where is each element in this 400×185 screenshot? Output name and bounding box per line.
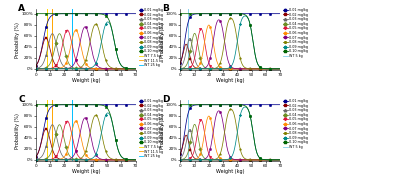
X-axis label: Weight (kg): Weight (kg)	[216, 169, 244, 174]
Text: B: B	[162, 4, 169, 13]
Legend: 0.01 mg/kg, 0.02 mg/kg, 0.03 mg/kg, 0.04 mg/kg, 0.05 mg/kg, 0.06 mg/kg, 0.07 mg/: 0.01 mg/kg, 0.02 mg/kg, 0.03 mg/kg, 0.04…	[138, 99, 163, 158]
Legend: 0.01 mg/kg, 0.02 mg/kg, 0.03 mg/kg, 0.04 mg/kg, 0.05 mg/kg, 0.06 mg/kg, 0.07 mg/: 0.01 mg/kg, 0.02 mg/kg, 0.03 mg/kg, 0.04…	[283, 8, 308, 58]
Text: D: D	[162, 95, 170, 104]
Legend: 0.01 mg/kg, 0.02 mg/kg, 0.03 mg/kg, 0.04 mg/kg, 0.05 mg/kg, 0.06 mg/kg, 0.07 mg/: 0.01 mg/kg, 0.02 mg/kg, 0.03 mg/kg, 0.04…	[138, 8, 163, 67]
Y-axis label: Probability (%): Probability (%)	[15, 22, 20, 58]
Y-axis label: Probability (%): Probability (%)	[160, 113, 165, 149]
X-axis label: Weight (kg): Weight (kg)	[72, 78, 100, 83]
X-axis label: Weight (kg): Weight (kg)	[216, 78, 244, 83]
X-axis label: Weight (kg): Weight (kg)	[72, 169, 100, 174]
Legend: 0.01 mg/kg, 0.02 mg/kg, 0.03 mg/kg, 0.04 mg/kg, 0.05 mg/kg, 0.06 mg/kg, 0.07 mg/: 0.01 mg/kg, 0.02 mg/kg, 0.03 mg/kg, 0.04…	[283, 99, 308, 149]
Text: A: A	[18, 4, 25, 13]
Y-axis label: Probability (%): Probability (%)	[160, 22, 165, 58]
Text: C: C	[18, 95, 25, 104]
Y-axis label: Probability (%): Probability (%)	[15, 113, 20, 149]
